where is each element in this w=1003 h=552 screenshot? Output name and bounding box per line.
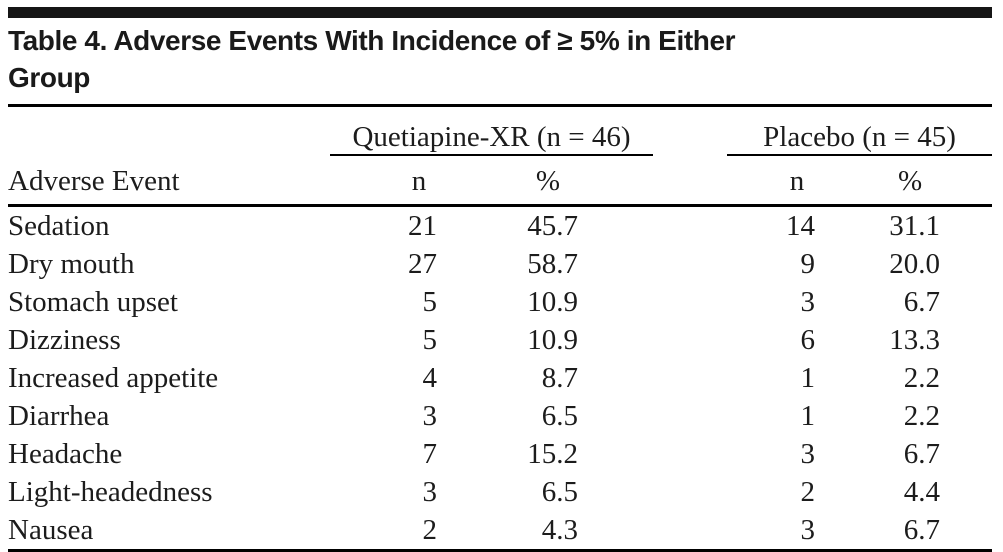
quetiapine-n-cell: 5 (422, 285, 438, 318)
placebo-percent-cell: 6.7 (903, 285, 941, 318)
quetiapine-percent-cell: 58.7 (527, 247, 578, 280)
placebo-n-cell: 9 (800, 247, 816, 280)
adverse-events-table: Quetiapine-XR (n = 46) Placebo (n = 45) … (8, 104, 993, 552)
quetiapine-n-cell: 21 (408, 209, 437, 242)
placebo-n-cell: 3 (800, 437, 816, 470)
placebo-n-cell: 6 (800, 323, 816, 356)
event-name-cell: Increased appetite (8, 361, 219, 394)
table-row: Sedation 21 45.7 14 31.1 (8, 206, 992, 246)
placebo-n-cell: 1 (800, 361, 816, 394)
column-header-placebo-percent: % (880, 155, 941, 207)
placebo-n-cell: 14 (786, 209, 816, 242)
quetiapine-percent-cell: 10.9 (527, 285, 578, 318)
table-row: Dizziness 5 10.9 6 13.3 (8, 321, 992, 359)
quetiapine-percent-cell: 45.7 (527, 209, 578, 242)
placebo-n-cell: 3 (800, 513, 816, 546)
placebo-percent-cell: 13.3 (889, 323, 941, 356)
table-title: Table 4. Adverse Events With Incidence o… (8, 22, 995, 96)
placebo-percent-cell: 20.0 (889, 247, 941, 280)
group-header-placebo: Placebo (n = 45) (727, 105, 993, 156)
table-title-line-2: Group (8, 62, 90, 93)
placebo-percent-cell: 2.2 (903, 399, 941, 432)
column-header-row: Adverse Event n % n % (8, 155, 993, 207)
quetiapine-n-cell: 5 (422, 323, 438, 356)
quetiapine-n-cell: 2 (422, 513, 438, 546)
event-name-cell: Light-headedness (8, 475, 213, 508)
quetiapine-percent-cell: 6.5 (541, 399, 578, 432)
event-name-cell: Diarrhea (8, 399, 110, 432)
quetiapine-n-cell: 3 (422, 399, 438, 432)
event-name-cell: Dry mouth (8, 247, 135, 280)
column-header-quetiapine-percent: % (518, 155, 578, 207)
top-rule-bar (8, 7, 992, 18)
event-name-cell: Stomach upset (8, 285, 178, 318)
column-header-quetiapine-n: n (401, 155, 437, 207)
table-row: Nausea 2 4.3 3 6.7 (8, 511, 992, 551)
table-row: Headache 7 15.2 3 6.7 (8, 435, 992, 473)
placebo-percent-cell: 4.4 (903, 475, 941, 508)
placebo-percent-cell: 31.1 (889, 209, 941, 242)
table-title-line-1: Table 4. Adverse Events With Incidence o… (8, 25, 736, 56)
placebo-n-cell: 3 (800, 285, 816, 318)
column-header-placebo-n: n (779, 155, 816, 207)
group-header-quetiapine-xr: Quetiapine-XR (n = 46) (330, 105, 654, 156)
spanner-stub-spacer (8, 106, 330, 156)
placebo-percent-cell: 6.7 (903, 513, 941, 546)
quetiapine-percent-cell: 4.3 (541, 513, 578, 546)
event-name-cell: Sedation (8, 209, 110, 242)
quetiapine-percent-cell: 8.7 (541, 361, 578, 394)
quetiapine-n-cell: 27 (408, 247, 437, 280)
group-gap-spacer (653, 106, 727, 156)
placebo-n-cell: 2 (800, 475, 816, 508)
table-row: Increased appetite 4 8.7 1 2.2 (8, 359, 992, 397)
table-row: Stomach upset 5 10.9 3 6.7 (8, 283, 992, 321)
column-header-adverse-event: Adverse Event (8, 155, 330, 207)
table-row: Dry mouth 27 58.7 9 20.0 (8, 245, 992, 283)
quetiapine-percent-cell: 10.9 (527, 323, 578, 356)
placebo-percent-cell: 2.2 (903, 361, 941, 394)
event-name-cell: Headache (8, 437, 123, 470)
event-name-cell: Dizziness (8, 323, 121, 356)
group-header-row: Quetiapine-XR (n = 46) Placebo (n = 45) (8, 105, 993, 156)
placebo-n-cell: 1 (800, 399, 816, 432)
quetiapine-n-cell: 3 (422, 475, 438, 508)
quetiapine-n-cell: 7 (422, 437, 438, 470)
table-row: Diarrhea 3 6.5 1 2.2 (8, 397, 992, 435)
quetiapine-percent-cell: 6.5 (541, 475, 578, 508)
table-row: Light-headedness 3 6.5 2 4.4 (8, 473, 992, 511)
quetiapine-n-cell: 4 (422, 361, 438, 394)
quetiapine-percent-cell: 15.2 (527, 437, 578, 470)
event-name-cell: Nausea (8, 513, 94, 546)
placebo-percent-cell: 6.7 (903, 437, 941, 470)
